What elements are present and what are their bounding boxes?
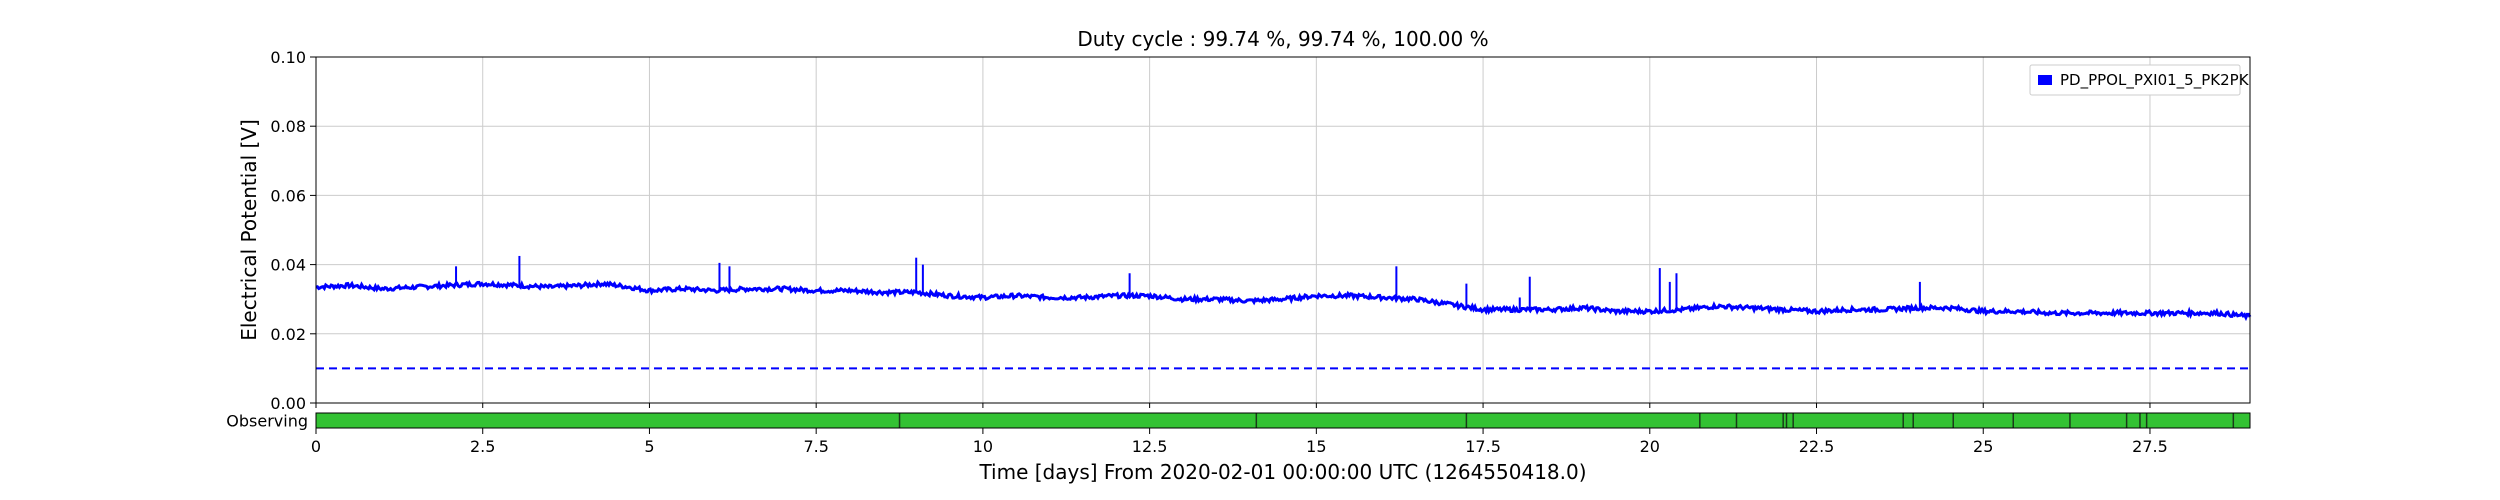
y-tick-label: 0.00	[270, 394, 306, 413]
series-layer	[315, 255, 2252, 370]
chart-title: Duty cycle : 99.74 %, 99.74 %, 100.00 %	[1077, 27, 1488, 51]
y-tick-label: 0.02	[270, 325, 306, 344]
y-tick-label: 0.06	[270, 186, 306, 205]
y-tick-label: 0.08	[270, 117, 306, 136]
y-axis-label: Electrical Potential [V]	[237, 119, 261, 341]
x-axis: 0 2.5 5 7.5 10 12.5 15 17.5 20 22.5 25 27.5	[311, 403, 2168, 456]
observing-segment	[316, 413, 2250, 428]
observing-frame	[315, 412, 2251, 429]
x-tick-label: 5	[644, 437, 654, 456]
x-tick-label: 0	[311, 437, 321, 456]
x-tick-label: 22.5	[1799, 437, 1835, 456]
x-tick-label: 7.5	[803, 437, 828, 456]
series-line-0	[315, 279, 2252, 322]
legend: PD_PPOL_PXI01_5_PK2PK	[2029, 64, 2250, 96]
x-axis-label: Time [days] From 2020-02-01 00:00:00 UTC…	[978, 460, 1586, 484]
grid	[315, 56, 2250, 404]
y-axis: 0.00 0.02 0.04 0.06 0.08 0.10	[270, 48, 316, 413]
x-tick-label: 17.5	[1465, 437, 1501, 456]
x-tick-label: 10	[973, 437, 993, 456]
x-tick-label: 25	[1973, 437, 1993, 456]
x-tick-label: 12.5	[1132, 437, 1168, 456]
plot-frame	[315, 56, 2251, 404]
legend-box	[2029, 64, 2241, 96]
observing-label: Observing	[226, 412, 308, 431]
observing-bar	[315, 412, 2251, 429]
x-tick-label: 27.5	[2132, 437, 2168, 456]
legend-label: PD_PPOL_PXI01_5_PK2PK	[2060, 71, 2250, 90]
x-tick-label: 20	[1640, 437, 1660, 456]
x-tick-label: 15	[1306, 437, 1326, 456]
x-tick-label: 2.5	[470, 437, 495, 456]
y-tick-label: 0.10	[270, 48, 306, 67]
y-tick-label: 0.04	[270, 256, 306, 275]
legend-swatch	[2038, 75, 2052, 85]
